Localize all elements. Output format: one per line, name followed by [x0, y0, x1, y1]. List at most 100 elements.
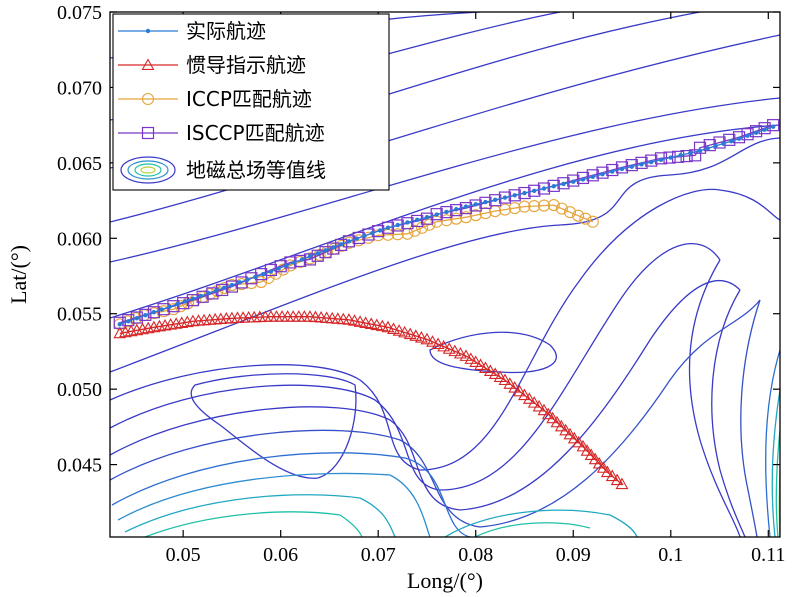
actual-track-marker-36 [405, 220, 410, 225]
iccp-track-marker-35 [408, 224, 421, 237]
y-tick-label-3: 0.060 [57, 228, 102, 250]
iccp-track-marker-2 [129, 312, 143, 325]
isccp-track-marker-29 [381, 221, 395, 234]
actual-track-marker-49 [532, 188, 537, 193]
ins-track-marker-66 [479, 361, 492, 373]
iccp-track-marker-45 [498, 203, 512, 216]
ins-track-marker-83 [559, 423, 573, 436]
iccp-track-marker-43 [479, 207, 492, 220]
isccp-track-marker-44 [528, 184, 541, 197]
ins-track-marker-47 [375, 319, 389, 332]
actual-track-marker-4 [151, 310, 157, 315]
actual-track-marker-39 [434, 212, 439, 217]
actual-track-marker-64 [678, 153, 683, 158]
contour-line-25 [775, 429, 780, 537]
actual-track-marker-35 [395, 222, 400, 228]
ins-track-marker-54 [414, 331, 428, 343]
ins-track-marker-57 [431, 337, 445, 350]
legend-label-isccp-track: ISCCP匹配航迹 [186, 121, 325, 145]
legend-label-ins-track: 惯导指示航迹 [186, 53, 306, 77]
ins-track-marker-71 [503, 377, 517, 389]
ins-track-marker-93 [600, 465, 614, 478]
actual-track-marker-42 [463, 204, 469, 209]
y-tick-label-4: 0.065 [57, 153, 102, 175]
actual-track-marker-11 [206, 291, 211, 296]
contour-line-10 [110, 188, 780, 471]
actual-track-marker-56 [600, 171, 605, 177]
isccp-track-marker-2 [130, 311, 143, 324]
contour-line-20 [144, 511, 363, 537]
actual-track-marker-54 [580, 177, 586, 182]
ins-track-marker-64 [469, 355, 483, 367]
ins-track-marker-43 [353, 315, 367, 327]
actual-track-marker-69 [721, 141, 726, 146]
legend-contour-ring-0 [120, 156, 176, 184]
ins-track-marker-70 [498, 373, 512, 386]
legend-marker-iccp-track [141, 92, 155, 106]
actual-track-marker-71 [736, 136, 742, 141]
actual-track-marker-75 [770, 124, 776, 129]
actual-track-marker-62 [658, 157, 664, 163]
actual-track-marker-10 [198, 293, 203, 299]
iccp-track-marker-48 [528, 200, 541, 213]
legend-item-isccp-track: ISCCP匹配航迹 [118, 121, 325, 145]
x-tick-label-0: 0.05 [166, 544, 201, 566]
ins-track-marker-85 [567, 431, 581, 444]
ins-track-marker-87 [576, 439, 590, 452]
ins-track-marker-53 [409, 329, 423, 341]
contour-line-22 [474, 522, 591, 537]
ins-track-marker-76 [527, 396, 541, 408]
contour-line-6 [110, 124, 780, 319]
actual-track-marker-14 [229, 282, 235, 288]
actual-track-marker-9 [190, 296, 196, 301]
iccp-track-marker-54 [579, 212, 592, 225]
actual-track-marker-67 [705, 146, 711, 151]
contour-line-15 [110, 299, 761, 528]
ins-track-marker-52 [403, 327, 417, 340]
ins-track-marker-72 [508, 381, 522, 393]
iccp-track-marker-17 [255, 275, 268, 289]
ins-track-marker-49 [387, 322, 400, 334]
contour-lines [110, 12, 780, 537]
x-tick-label-5: 0.1 [658, 544, 683, 566]
legend-contour-ring-1 [127, 160, 169, 180]
actual-track-marker-28 [338, 242, 344, 247]
x-tick-label-1: 0.06 [263, 544, 298, 566]
isccp-track-marker-42 [508, 189, 521, 202]
y-axis-label: Lat/(°) [6, 245, 31, 304]
legend-marker-ins-track [141, 58, 155, 70]
isccp-track-marker-70 [767, 119, 780, 132]
ins-track-marker-68 [488, 367, 502, 380]
iccp-track-marker-36 [416, 221, 429, 234]
actual-track-marker-48 [522, 190, 527, 196]
iccp-track-line [119, 204, 594, 325]
ins-track-series [113, 310, 629, 490]
ins-track-marker-79 [541, 407, 555, 420]
isccp-track-marker-13 [235, 276, 248, 289]
legend-item-contour: 地磁总场等值线 [120, 156, 326, 184]
actual-track-marker-12 [214, 288, 219, 293]
ins-track-marker-41 [342, 313, 356, 325]
y-tick-label-2: 0.055 [57, 304, 102, 326]
contour-line-17 [111, 452, 471, 537]
contour-line-19 [124, 494, 396, 537]
actual-track-marker-66 [697, 148, 703, 153]
actual-track-marker-20 [276, 266, 281, 271]
actual-track-marker-68 [713, 143, 718, 149]
legend-box [112, 13, 390, 191]
isccp-track-marker-43 [518, 186, 531, 200]
actual-track-marker-55 [590, 174, 595, 180]
actual-track-marker-22 [292, 260, 297, 265]
actual-track-marker-5 [159, 307, 164, 312]
contour-line-5 [110, 97, 780, 263]
ins-track-marker-62 [459, 349, 473, 361]
contour-line-21 [444, 509, 638, 537]
iccp-track-marker-41 [459, 211, 473, 224]
ins-track-marker-89 [584, 448, 598, 460]
ins-track-line [119, 316, 623, 485]
contour-line-11 [110, 243, 721, 491]
x-tick-label-4: 0.09 [556, 544, 591, 566]
isccp-track-marker-45 [537, 182, 551, 195]
isccp-track-marker-23 [327, 242, 340, 255]
